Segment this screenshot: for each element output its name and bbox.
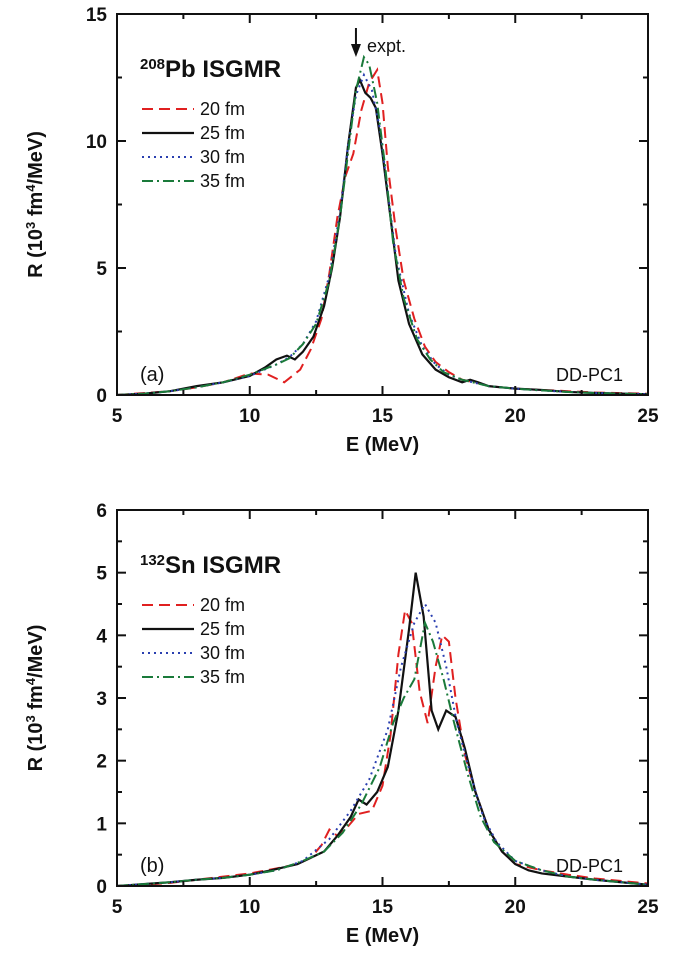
x-tick-label: 15 bbox=[372, 406, 394, 427]
model-label: DD-PC1 bbox=[556, 856, 623, 876]
y-tick-label: 2 bbox=[96, 752, 107, 773]
legend-label: 30 fm bbox=[200, 147, 245, 167]
y-tick-label: 6 bbox=[96, 501, 107, 522]
x-tick-label: 25 bbox=[637, 897, 659, 918]
y-tick-label: 5 bbox=[96, 564, 107, 585]
panel-b: 5 10 15 20 25 0 1 2 3 4 5 6 E (MeV) R (103 fm4/MeV) 13… bbox=[23, 501, 659, 947]
panel-label: (b) bbox=[140, 855, 164, 877]
plot-title: 132Sn ISGMR bbox=[140, 552, 281, 580]
x-tick-label: 15 bbox=[372, 897, 394, 918]
expt-label: expt. bbox=[367, 36, 406, 56]
x-axis-title: E (MeV) bbox=[346, 925, 419, 947]
x-tick-label: 10 bbox=[239, 406, 260, 427]
y-axis-title: R (103 fm4/MeV) bbox=[23, 131, 48, 278]
x-axis-title: E (MeV) bbox=[346, 434, 419, 456]
series-line-35-fm bbox=[117, 54, 648, 395]
x-tick-label: 25 bbox=[637, 406, 659, 427]
x-tick-label: 5 bbox=[112, 406, 123, 427]
plot-title: 208Pb ISGMR bbox=[140, 56, 281, 84]
y-tick-label: 0 bbox=[96, 386, 107, 407]
y-tick-label: 5 bbox=[96, 259, 107, 280]
x-tick-label: 10 bbox=[239, 897, 260, 918]
y-axis-title: R (103 fm4/MeV) bbox=[23, 625, 48, 772]
legend-label: 30 fm bbox=[200, 643, 245, 663]
legend-label: 25 fm bbox=[200, 123, 245, 143]
series-line-20-fm bbox=[117, 607, 648, 886]
model-label: DD-PC1 bbox=[556, 365, 623, 385]
y-tick-label: 3 bbox=[96, 689, 107, 710]
legend-label: 35 fm bbox=[200, 171, 245, 191]
y-tick-label: 15 bbox=[86, 5, 108, 26]
legend-label: 25 fm bbox=[200, 619, 245, 639]
series-line-25-fm bbox=[117, 572, 648, 886]
series-line-20-fm bbox=[117, 67, 648, 395]
x-tick-label: 5 bbox=[112, 897, 123, 918]
y-tick-label: 1 bbox=[96, 814, 107, 835]
legend-label: 35 fm bbox=[200, 667, 245, 687]
x-tick-label: 20 bbox=[505, 897, 526, 918]
x-tick-label: 20 bbox=[505, 406, 526, 427]
y-tick-label: 0 bbox=[96, 877, 107, 898]
expt-arrow-head bbox=[350, 44, 361, 57]
y-tick-label: 4 bbox=[96, 626, 107, 647]
legend-label: 20 fm bbox=[200, 595, 245, 615]
series-line-30-fm bbox=[117, 72, 648, 395]
y-tick-label: 10 bbox=[86, 132, 107, 153]
series-line-30-fm bbox=[117, 601, 648, 886]
panel-label: (a) bbox=[140, 364, 164, 386]
legend-label: 20 fm bbox=[200, 99, 245, 119]
series-line-35-fm bbox=[117, 619, 648, 886]
series-line-25-fm bbox=[117, 77, 648, 395]
